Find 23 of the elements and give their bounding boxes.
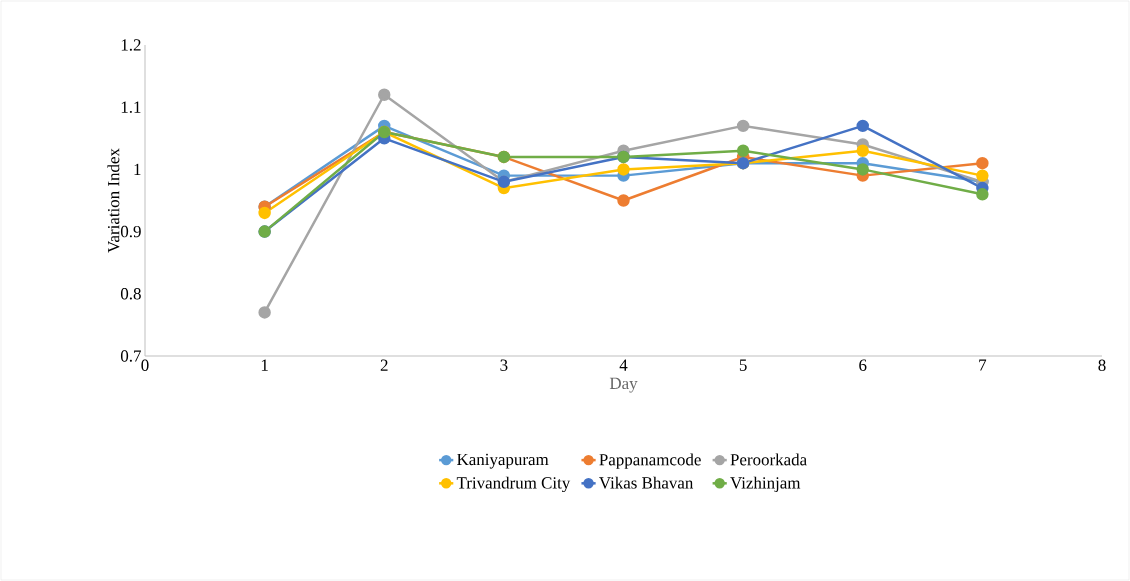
x-tick-label: 8	[1098, 359, 1106, 371]
x-axis-title: Day	[609, 377, 638, 393]
y-tick-label: 1.1	[121, 101, 141, 113]
y-tick-label: 0.7	[120, 350, 141, 362]
legend-label: Pappanamcode	[599, 453, 701, 469]
x-tick-label: 2	[380, 359, 388, 371]
x-tick-label: 4	[619, 359, 628, 371]
x-tick-label: 5	[739, 359, 747, 371]
y-tick-label: 1.2	[121, 39, 141, 51]
y-tick-label: 0.8	[120, 288, 141, 300]
y-tick-label: 1	[134, 163, 141, 175]
x-tick-label: 3	[500, 359, 508, 371]
y-tick-label: 0.9	[120, 225, 141, 238]
x-tick-label: 7	[979, 359, 987, 371]
x-tick-label: 1	[261, 359, 268, 371]
x-tick-label: 0	[141, 359, 149, 371]
legend-label: Trivandrum City	[456, 476, 571, 493]
y-axis-title: Variation Index	[107, 148, 120, 253]
legend-label: Peroorkada	[730, 453, 807, 466]
x-tick-label: 6	[859, 359, 867, 371]
legend-label: Vikas Bhavan	[599, 476, 694, 489]
legend-label: Vizhinjam	[730, 476, 801, 493]
legend-label: Kaniyapuram	[457, 453, 549, 469]
